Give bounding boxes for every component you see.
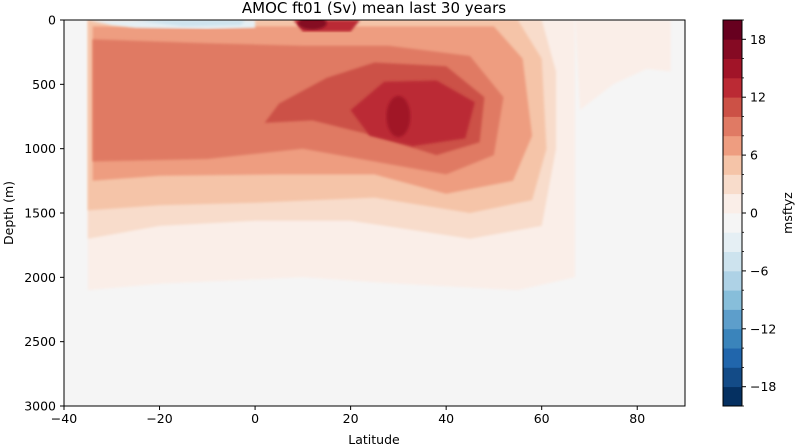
colorbar-tick-label: −18 [750, 379, 776, 394]
colorbar-swatch [723, 193, 742, 214]
y-tick-label: 1000 [24, 141, 56, 156]
y-tick-label: 500 [32, 77, 56, 92]
contour-southern-boundary [64, 20, 88, 406]
colorbar-swatch [723, 155, 742, 175]
x-axis-label: Latitude [348, 432, 400, 446]
contour-surface-negative-core [130, 20, 246, 27]
colorbar-swatch [723, 386, 742, 407]
colorbar-swatch [723, 116, 742, 137]
contour-level-0-2-north [575, 20, 671, 111]
colorbar-swatch [723, 58, 742, 79]
colorbar-swatch [723, 77, 742, 98]
x-tick-label: 0 [251, 411, 259, 426]
y-tick-label: 1500 [24, 206, 56, 221]
y-tick-label: 2500 [24, 334, 56, 349]
colorbar-swatch [723, 213, 742, 233]
x-tick-label: −20 [146, 411, 172, 426]
colorbar-swatch [723, 251, 742, 272]
y-tick-label: 0 [48, 13, 56, 28]
colorbar-tick-label: 18 [750, 32, 766, 47]
x-tick-label: 80 [629, 411, 645, 426]
colorbar-tick-label: 6 [750, 148, 758, 163]
colorbar-swatch [723, 97, 742, 117]
colorbar-tick-label: 12 [750, 90, 766, 105]
chart-title: AMOC ft01 (Sv) mean last 30 years [242, 0, 506, 17]
contour-deep-negative-far-north [589, 322, 623, 406]
x-tick-label: 60 [534, 411, 550, 426]
x-tick-label: 40 [438, 411, 454, 426]
contour-deep-negative-north [484, 303, 561, 406]
y-tick-label: 3000 [24, 399, 56, 414]
contour-max-core [386, 95, 411, 138]
colorbar-swatch [723, 232, 742, 252]
y-axis-label: Depth (m) [1, 181, 16, 245]
colorbar-tick-label: 0 [750, 206, 758, 221]
colorbar-swatch [723, 20, 742, 40]
contour-level-12-14 [350, 80, 475, 147]
colorbar-swatch [723, 39, 742, 59]
colorbar-swatch [723, 270, 742, 291]
y-axis: 0 500 1000 1500 2000 2500 3000 [24, 13, 64, 414]
colorbar-swatch [723, 174, 742, 195]
colorbar-swatch [723, 367, 742, 388]
colorbar-swatch [723, 328, 742, 349]
colorbar-swatch [723, 348, 742, 368]
colorbar-tick-label: −12 [750, 321, 776, 336]
colorbar-label: msftyz [780, 192, 795, 234]
colorbar-tick-label: −6 [750, 263, 768, 278]
contour-deep-negative-cell [135, 315, 394, 406]
colorbar-swatch [723, 309, 742, 330]
colorbar-swatch [723, 135, 742, 156]
x-tick-label: −40 [51, 411, 77, 426]
x-axis: −40 −20 0 20 40 60 80 [51, 406, 645, 426]
colorbar: −18 −12 −6 0 6 12 18 [722, 19, 776, 407]
contour-near-surface-max [298, 20, 327, 30]
y-tick-label: 2000 [24, 270, 56, 285]
x-tick-label: 20 [343, 411, 359, 426]
colorbar-swatch [723, 290, 742, 310]
contour-fill-layers [64, 20, 671, 406]
contour-plot-area [63, 19, 686, 407]
